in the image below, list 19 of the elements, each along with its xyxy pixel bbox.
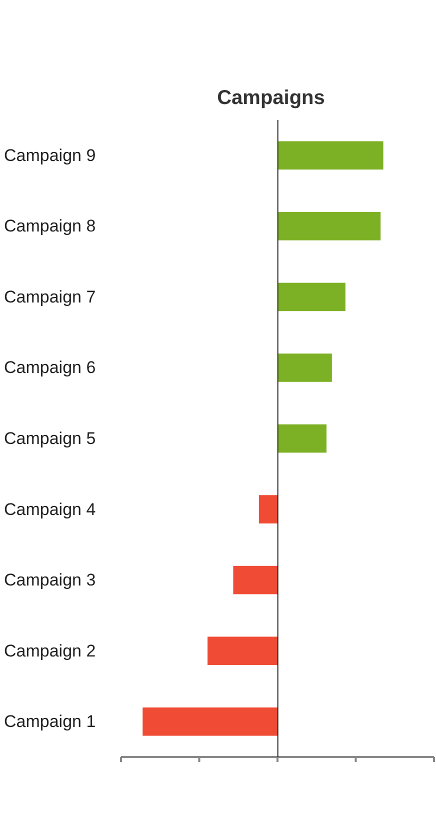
y-tick-label: Campaign 9 <box>4 146 96 165</box>
y-tick-label: Campaign 2 <box>4 641 96 660</box>
chart-title: Campaigns <box>217 87 325 109</box>
y-tick-label: Campaign 4 <box>4 500 96 519</box>
bar <box>233 566 278 594</box>
bar <box>278 282 346 312</box>
bar <box>142 707 278 736</box>
bar <box>278 141 384 170</box>
y-tick-label: Campaign 5 <box>4 429 96 448</box>
y-tick-label: Campaign 1 <box>4 712 96 732</box>
bar <box>278 212 381 240</box>
y-tick-label: Campaign 6 <box>4 358 96 378</box>
y-tick-label: Campaign 8 <box>4 216 96 236</box>
y-tick-label: Campaign 7 <box>4 287 96 306</box>
bar <box>278 424 327 453</box>
bar <box>278 354 332 382</box>
bar <box>208 636 278 665</box>
bar <box>258 495 278 524</box>
y-tick-label: Campaign 3 <box>4 570 96 590</box>
